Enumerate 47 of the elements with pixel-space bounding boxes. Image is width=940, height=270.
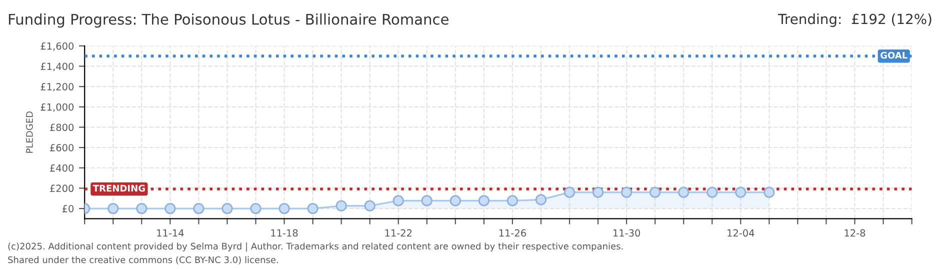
y-tick-label: £200 [50, 184, 74, 192]
y-tick-label: £1,200 [40, 83, 74, 92]
point [450, 195, 461, 206]
point [250, 202, 262, 214]
ref-line-label: TRENDING [92, 184, 145, 192]
y-tick-label: £1,600 [40, 42, 74, 51]
point [706, 186, 718, 198]
x-tick-label: 12-04 [728, 229, 754, 237]
point [421, 195, 432, 206]
y-axis-title: PLEDGED [26, 111, 33, 153]
x-tick-label: 11-14 [157, 229, 184, 237]
x-tick-label: 12-8 [844, 229, 866, 237]
point [278, 202, 290, 214]
point [678, 186, 690, 198]
text: Shared under the creative commons (CC BY-NC 3.0) license. [8, 256, 278, 264]
point [592, 186, 604, 198]
x-tick-label: 11-26 [499, 229, 526, 237]
point [478, 195, 490, 206]
point [364, 200, 376, 212]
point [535, 194, 547, 206]
y-tick-label: £0 [62, 205, 74, 212]
point [392, 195, 404, 206]
point [108, 202, 119, 214]
y-tick-label: £1,400 [40, 62, 74, 72]
chart-subtitle: Trending: £192 (12%) [778, 14, 932, 27]
y-tick-label: £800 [50, 124, 74, 132]
point [136, 202, 148, 214]
y-tick-label: £600 [50, 144, 74, 152]
x-tick-label: 11-22 [385, 229, 412, 237]
text: (c)2025. Additional content provided by Selma Byrd | Author. Trademarks and related content are owned by their respective companies. [8, 242, 623, 252]
point [222, 202, 233, 214]
point [764, 186, 775, 198]
ref-line-label: GOAL [880, 52, 908, 59]
y-tick-label: £400 [50, 164, 74, 172]
point [193, 202, 204, 214]
x-tick-label: 11-18 [271, 229, 298, 237]
chart-title: Funding Progress: The Poisonous Lotus - Billionaire Romance [8, 14, 448, 28]
point [735, 186, 746, 198]
point [564, 186, 576, 198]
point [336, 200, 347, 212]
point [164, 202, 176, 214]
point [506, 195, 518, 206]
point [621, 186, 632, 198]
x-tick-label: 11-30 [614, 229, 640, 237]
point [307, 202, 318, 214]
y-tick-label: £1,000 [40, 103, 74, 112]
point [650, 186, 661, 198]
